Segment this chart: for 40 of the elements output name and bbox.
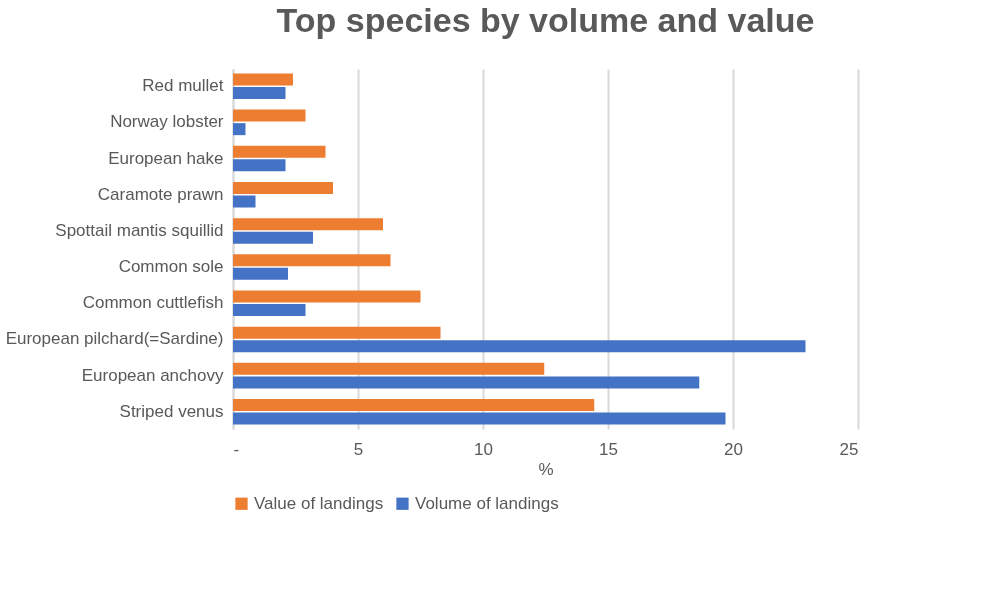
y-tick-label: European pilchard(=Sardine) (5, 329, 224, 349)
bar (233, 73, 293, 86)
y-tick-label: Common sole (118, 257, 224, 277)
y-tick-label: Caramote prawn (97, 184, 224, 204)
bar (233, 123, 246, 136)
y-tick-label: Norway lobster (110, 112, 224, 132)
bar (233, 362, 545, 375)
bar (233, 86, 286, 99)
y-tick-label: Red mullet (142, 76, 224, 96)
y-tick-label: Common cuttlefish (82, 293, 224, 313)
y-tick-label: European hake (108, 148, 224, 168)
y-tick-label: Spottail mantis squillid (55, 220, 224, 240)
bar (233, 412, 726, 425)
bar (233, 181, 333, 194)
bar (233, 254, 391, 267)
bar (233, 109, 306, 122)
bar (233, 218, 383, 231)
x-tick-label: 15 (599, 439, 618, 459)
bar (233, 304, 306, 317)
y-tick-label: European anchovy (81, 365, 224, 385)
legend-label: Value of landings (254, 493, 384, 513)
chart-title: Top species by volume and value (276, 1, 815, 39)
x-tick-label: 20 (724, 439, 743, 459)
bar (233, 340, 806, 353)
x-axis-title: % (538, 459, 554, 479)
bar (233, 159, 286, 172)
x-tick-label: 25 (839, 439, 859, 459)
x-tick-label: 10 (474, 439, 493, 459)
x-tick-label: - (233, 439, 240, 459)
bar (233, 326, 441, 339)
bar (233, 231, 313, 244)
legend-label: Volume of landings (415, 493, 559, 513)
y-tick-label: Striped venus (119, 401, 224, 421)
bar (233, 290, 421, 303)
bar (233, 399, 595, 412)
bar (233, 267, 288, 280)
bar (233, 145, 326, 158)
bar (233, 376, 700, 389)
bar (233, 195, 256, 208)
x-tick-label: 5 (353, 439, 364, 459)
